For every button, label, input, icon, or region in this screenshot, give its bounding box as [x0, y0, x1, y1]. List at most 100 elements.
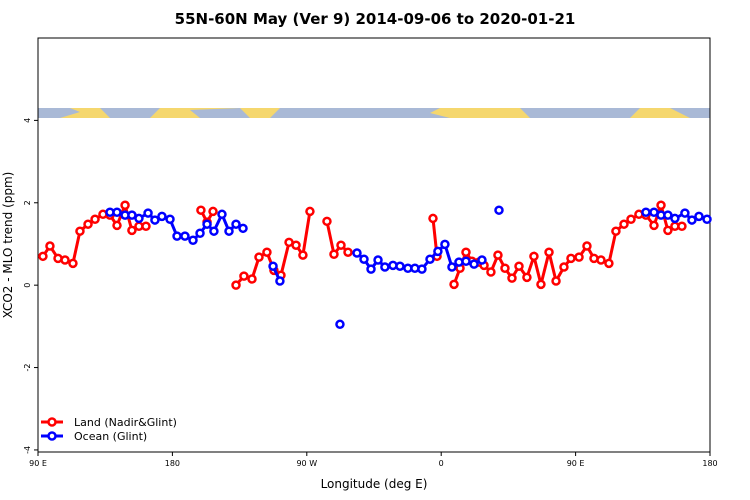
data-point	[507, 273, 517, 283]
data-point	[529, 251, 539, 262]
data-point	[112, 220, 122, 231]
x-tick-label: 90 E	[29, 459, 47, 468]
data-point	[336, 240, 346, 250]
data-point	[343, 247, 353, 257]
data-point	[380, 262, 390, 272]
data-point	[663, 210, 673, 220]
data-point	[428, 213, 438, 224]
data-point	[180, 231, 190, 241]
data-point	[486, 267, 496, 277]
data-point	[626, 214, 636, 225]
data-point	[202, 219, 212, 229]
y-tick-label: 0	[23, 283, 32, 288]
data-point	[494, 205, 504, 215]
chart-title: 55N-60N May (Ver 9) 2014-09-06 to 2020-0…	[175, 10, 576, 28]
y-axis-label: XCO2 - MLO trend (ppm)	[1, 172, 15, 319]
y-tick-label: 2	[23, 200, 32, 205]
data-point	[231, 219, 241, 229]
data-point	[702, 214, 712, 225]
data-point	[247, 274, 257, 284]
data-point	[38, 251, 48, 262]
data-point	[619, 219, 629, 229]
data-point	[322, 216, 332, 227]
data-point	[449, 279, 459, 290]
data-point	[694, 211, 704, 222]
data-point	[196, 205, 206, 215]
data-point	[500, 263, 510, 274]
data-point	[45, 241, 55, 251]
data-point	[680, 208, 690, 218]
ocean-patches	[38, 108, 710, 118]
data-point	[544, 247, 554, 257]
data-point	[90, 214, 100, 225]
x-tick-label: 180	[165, 459, 180, 468]
data-point	[188, 235, 198, 246]
data-point	[141, 221, 151, 232]
data-point	[447, 262, 457, 272]
data-point	[493, 250, 503, 260]
data-point	[120, 200, 130, 210]
x-tick-label: 90 E	[567, 459, 585, 468]
data-point	[172, 231, 182, 241]
data-point	[275, 276, 285, 286]
data-point	[291, 240, 301, 250]
data-point	[68, 258, 78, 269]
data-point	[461, 247, 471, 257]
data-point	[239, 271, 249, 281]
data-point	[238, 223, 248, 234]
data-point	[224, 226, 234, 236]
data-point	[231, 280, 241, 290]
data-point	[649, 220, 659, 231]
x-axis-label: Longitude (deg E)	[321, 477, 428, 491]
data-point	[157, 211, 167, 222]
data-point	[60, 255, 70, 265]
data-point	[596, 255, 606, 265]
data-point	[112, 207, 122, 218]
data-point	[559, 262, 569, 272]
data-point	[75, 226, 85, 236]
data-point	[217, 209, 227, 220]
data-point	[366, 264, 376, 274]
data-point	[208, 206, 218, 217]
data-point	[359, 254, 369, 264]
data-point	[425, 254, 435, 264]
data-point	[536, 279, 546, 290]
data-point	[514, 261, 524, 271]
data-point	[670, 213, 680, 224]
data-point	[687, 215, 697, 225]
data-point	[262, 247, 272, 257]
data-point	[195, 228, 205, 239]
data-point	[83, 219, 93, 229]
data-point	[582, 241, 592, 251]
data-point	[373, 255, 383, 265]
x-tick-label: 180	[702, 459, 717, 468]
data-point	[127, 210, 137, 220]
series-line	[325, 221, 350, 258]
data-point	[477, 255, 487, 265]
x-tick-label: 90 W	[296, 459, 317, 468]
legend-marker	[47, 417, 57, 427]
data-point	[352, 248, 362, 258]
data-point	[254, 252, 264, 262]
data-point	[461, 256, 471, 267]
data-point	[329, 249, 339, 260]
data-point	[656, 200, 666, 210]
data-point	[604, 258, 614, 269]
data-point	[677, 221, 687, 232]
data-point	[433, 246, 443, 257]
legend: Land (Nadir&Glint)Ocean (Glint)	[41, 416, 177, 443]
plot-frame	[37, 37, 711, 453]
legend-label: Ocean (Glint)	[74, 430, 147, 443]
data-point	[209, 226, 219, 236]
y-tick-label: 4	[23, 118, 32, 123]
data-point	[440, 239, 450, 250]
data-point	[335, 319, 345, 330]
data-point	[268, 261, 278, 271]
data-point	[298, 250, 308, 260]
data-point	[417, 264, 427, 274]
data-point	[551, 276, 561, 286]
map-strip	[38, 108, 710, 118]
data-point	[127, 225, 137, 236]
data-point	[641, 207, 651, 218]
data-point	[134, 213, 144, 224]
